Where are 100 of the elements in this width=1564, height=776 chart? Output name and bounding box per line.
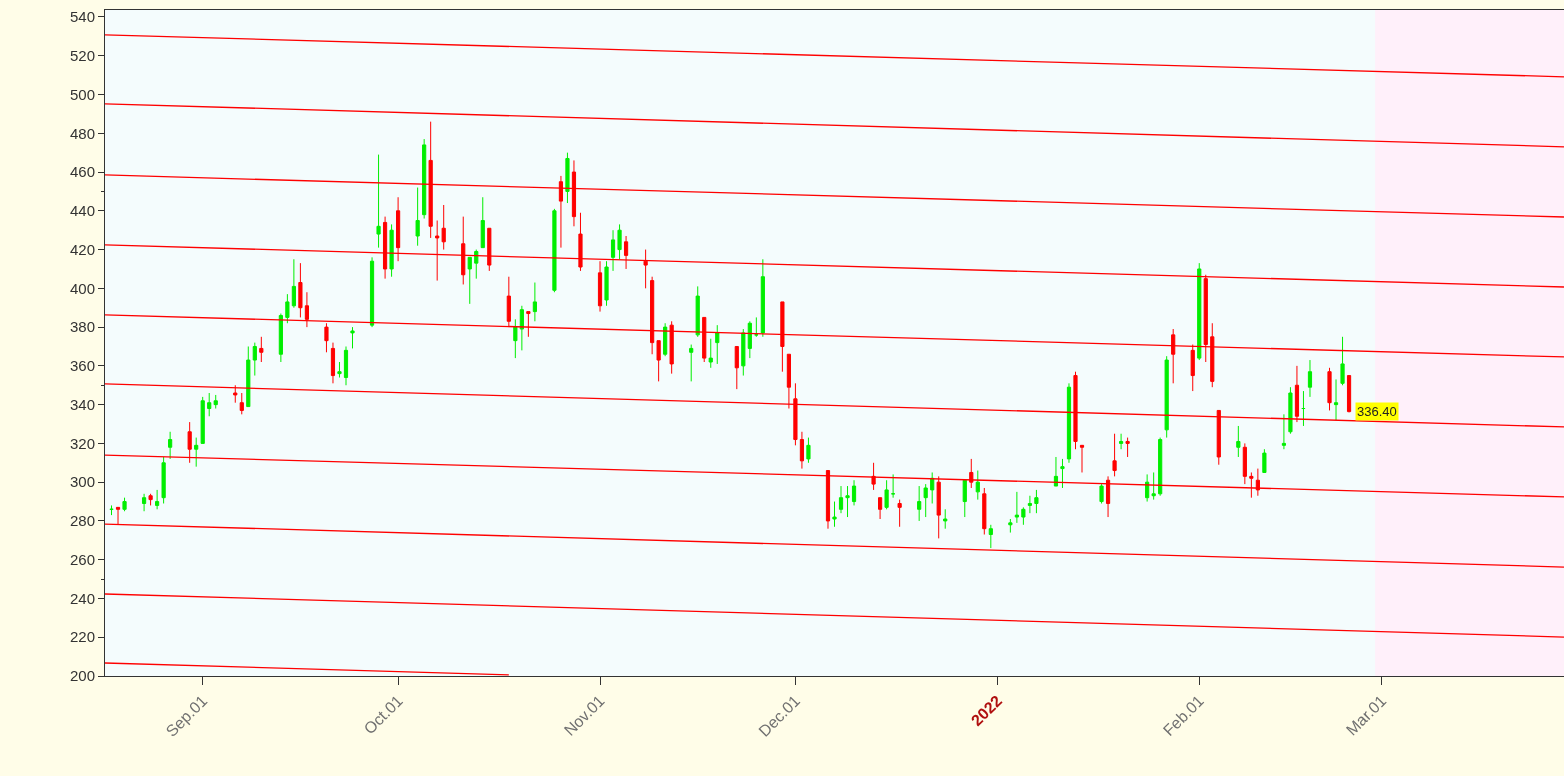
candlestick bbox=[1242, 442, 1247, 485]
y-tick-label: 400 bbox=[69, 279, 95, 297]
candlestick bbox=[141, 493, 147, 512]
candlestick bbox=[369, 256, 375, 328]
candlestick bbox=[656, 340, 661, 382]
candlestick bbox=[239, 392, 244, 415]
candlestick bbox=[1288, 386, 1293, 435]
candlestick bbox=[610, 229, 616, 272]
candlestick bbox=[168, 431, 173, 460]
candlestick bbox=[376, 154, 381, 249]
candlestick bbox=[1066, 382, 1072, 464]
candlestick bbox=[845, 485, 850, 518]
candlestick bbox=[943, 508, 948, 530]
candlestick bbox=[324, 322, 329, 353]
candlestick bbox=[1262, 448, 1267, 473]
candlestick bbox=[330, 342, 336, 384]
candlestick bbox=[519, 305, 524, 351]
candlestick bbox=[1301, 390, 1306, 427]
candlestick bbox=[1060, 458, 1065, 489]
candlestick bbox=[200, 396, 205, 444]
y-tick-label: 200 bbox=[69, 667, 95, 685]
candlestick bbox=[1112, 433, 1117, 477]
candlestick bbox=[148, 493, 153, 506]
candlestick bbox=[604, 260, 609, 307]
candlestick bbox=[1307, 359, 1313, 398]
candlestick bbox=[988, 524, 993, 549]
candlestick bbox=[109, 504, 114, 516]
candlestick bbox=[806, 437, 811, 464]
candlestick bbox=[1327, 367, 1332, 411]
candlestick bbox=[982, 487, 987, 535]
candlestick bbox=[552, 208, 557, 293]
y-tick-label: 380 bbox=[69, 318, 95, 336]
candlestick bbox=[871, 462, 876, 491]
candlestick bbox=[1340, 336, 1345, 386]
candlestick bbox=[1014, 491, 1019, 524]
candlestick bbox=[1021, 506, 1026, 526]
candlestick bbox=[832, 501, 837, 528]
candlestick bbox=[734, 345, 739, 390]
y-tick-label: 480 bbox=[69, 124, 95, 142]
candlestick bbox=[1079, 444, 1085, 473]
candlestick bbox=[259, 336, 264, 363]
candlestick bbox=[969, 458, 974, 489]
candlestick bbox=[422, 138, 427, 220]
candlestick bbox=[207, 392, 212, 417]
candlestick bbox=[1236, 425, 1241, 458]
candlestick bbox=[298, 262, 303, 318]
candlestick bbox=[565, 152, 570, 204]
candlestick bbox=[1125, 437, 1130, 458]
candlestick bbox=[760, 258, 765, 338]
candlestick bbox=[689, 344, 694, 382]
candlestick bbox=[1027, 495, 1032, 514]
candlestick bbox=[838, 485, 844, 514]
candlestick bbox=[891, 473, 896, 499]
y-tick-label: 300 bbox=[69, 473, 95, 491]
candlestick bbox=[337, 361, 342, 378]
y-tick-label: 240 bbox=[69, 589, 95, 607]
candlestick bbox=[467, 256, 472, 305]
candlestick bbox=[1151, 471, 1156, 501]
candlestick bbox=[695, 285, 700, 338]
candlestick bbox=[513, 318, 518, 359]
candlestick bbox=[1008, 518, 1013, 534]
candlestick bbox=[1118, 433, 1124, 450]
candlestick bbox=[278, 313, 283, 363]
candlestick bbox=[194, 437, 199, 468]
candlestick bbox=[1346, 375, 1352, 413]
candlestick bbox=[715, 324, 720, 365]
y-tick-label: 420 bbox=[69, 240, 95, 258]
candlestick bbox=[741, 328, 746, 377]
y-tick-label: 500 bbox=[69, 85, 95, 103]
y-tick-label: 220 bbox=[69, 628, 95, 646]
y-tick-label: 440 bbox=[69, 202, 95, 220]
candlestick bbox=[851, 479, 857, 506]
annotation: 336.40 bbox=[1357, 404, 1397, 419]
candlestick bbox=[1145, 473, 1150, 503]
candlestick bbox=[415, 187, 420, 247]
y-tick-label: 340 bbox=[69, 395, 95, 413]
candlestick bbox=[747, 320, 752, 359]
candlestick bbox=[350, 326, 355, 349]
y-tick-label: 520 bbox=[69, 46, 95, 64]
candlestick bbox=[285, 293, 290, 324]
candlestick bbox=[708, 338, 713, 369]
candlestick bbox=[155, 489, 160, 510]
candlestick bbox=[343, 345, 349, 386]
candlestick bbox=[1053, 456, 1059, 487]
candlestick bbox=[799, 431, 805, 470]
candlestick bbox=[962, 479, 967, 518]
candlestick bbox=[246, 345, 251, 408]
candlestick bbox=[923, 483, 928, 518]
candlestick bbox=[1281, 413, 1287, 450]
candlestick bbox=[213, 394, 218, 410]
candlestick bbox=[441, 204, 446, 251]
y-tick-label: 540 bbox=[69, 8, 95, 26]
candlestick bbox=[617, 223, 622, 260]
candlestick bbox=[480, 196, 485, 249]
candlestick bbox=[975, 470, 980, 501]
candlestick bbox=[122, 497, 127, 512]
candlestick bbox=[917, 485, 922, 522]
y-tick-label: 360 bbox=[69, 357, 95, 375]
candlestick bbox=[389, 223, 394, 278]
candlestick bbox=[878, 497, 883, 520]
